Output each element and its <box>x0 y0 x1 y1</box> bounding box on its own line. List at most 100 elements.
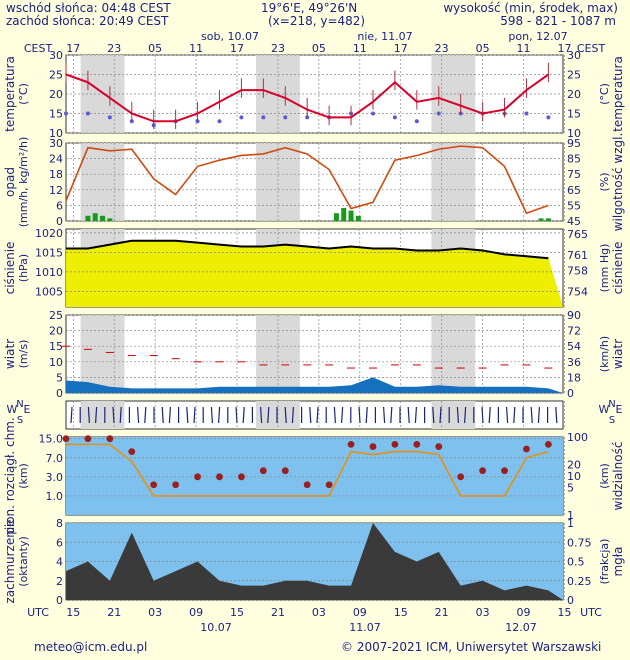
wind-direction-arrow <box>267 406 270 424</box>
cloud-base-mark <box>391 440 399 448</box>
wind-direction-arrow <box>161 406 164 424</box>
top-hour-label: 23 <box>435 42 449 55</box>
temperature-ytick-right: 15 <box>567 108 581 121</box>
bottom-hour-label: 09 <box>189 606 203 619</box>
precipitation-bar <box>333 213 339 221</box>
wind-direction-arrow <box>530 406 533 424</box>
wind-direction-arrow <box>119 406 122 424</box>
wind-ytick-right: 90 <box>567 309 581 322</box>
wind-direction-arrow <box>341 406 344 424</box>
wind-left-title: wiatr <box>3 339 17 369</box>
precip-ytick-right: 55 <box>567 199 581 212</box>
wind-panel-frame <box>65 314 564 394</box>
bottom-hour-label: 03 <box>148 606 162 619</box>
footer-email[interactable]: meteo@icm.edu.pl <box>34 640 148 654</box>
top-hour-label: 11 <box>353 42 367 55</box>
wind-direction-arrow <box>260 406 263 424</box>
wind-direction-arrow <box>432 406 435 424</box>
precip-ytick-left: 6 <box>56 199 63 212</box>
clouds-right-title: mgła <box>611 546 625 576</box>
cloud-base-mark <box>544 440 552 448</box>
bottom-hour-label: 15 <box>66 606 80 619</box>
temperature-ytick-left: 25 <box>49 69 63 82</box>
wind-direction-arrow <box>235 406 238 424</box>
bottom-hour-label: 15 <box>230 606 244 619</box>
wind-ytick-left: 10 <box>49 356 63 369</box>
cloud-base-mark <box>325 481 333 489</box>
precip-ytick-left: 30 <box>49 137 63 150</box>
top-tz-label: CEST <box>24 42 53 55</box>
temperature-ytick-left: 30 <box>49 49 63 62</box>
dew-point-mark <box>85 111 90 116</box>
precip-right-title: wilgotność wzgl. <box>611 133 625 232</box>
compass-s-right: S <box>609 415 615 426</box>
temperature-right-title: temperatura <box>611 56 625 132</box>
temperature-ytick-left: 10 <box>49 127 63 140</box>
precip-ytick-left: 24 <box>49 153 63 166</box>
clouds-ytick-right: 0.25 <box>567 575 592 588</box>
visibility-ytick-left: 3.0 <box>46 471 64 484</box>
wind-night-band <box>431 315 476 393</box>
cloud-base-mark <box>479 467 487 475</box>
dew-point-mark <box>392 115 397 120</box>
precip-ytick-left: 0 <box>56 215 63 228</box>
precip-ytick-right: 65 <box>567 184 581 197</box>
dew-point-mark <box>436 111 441 116</box>
precip-ytick-left: 12 <box>49 184 63 197</box>
wind-direction-arrow <box>537 406 540 424</box>
wind-ytick-left: 0 <box>56 387 63 400</box>
wind-direction-arrow <box>555 406 558 424</box>
bottom-date-label: 10.07 <box>200 621 232 634</box>
temperature-ytick-right: 10 <box>567 127 581 140</box>
precip-ytick-right: 95 <box>567 137 581 150</box>
precip-ytick-right: 45 <box>567 215 581 228</box>
visibility-left-unit: (km) <box>17 463 30 489</box>
visibility-left-title: pion. rozciągł. chm. <box>3 417 17 535</box>
precipitation-bar <box>100 215 106 221</box>
wind-direction-arrow <box>414 406 417 424</box>
dew-point-mark <box>283 115 288 120</box>
dew-point-mark <box>239 115 244 120</box>
visibility-ytick-right: 5 <box>567 482 574 495</box>
precip-ytick-left: 18 <box>49 168 63 181</box>
cloud-base-mark <box>150 481 158 489</box>
precip-panel-frame <box>65 142 564 222</box>
top-day-label: sob, 10.07 <box>201 30 259 43</box>
wind-direction-arrow <box>193 406 196 424</box>
top-hour-label: 23 <box>271 42 285 55</box>
temperature-ytick-left: 15 <box>49 108 63 121</box>
bottom-hour-label: 21 <box>107 606 121 619</box>
precip-ytick-right: 75 <box>567 168 581 181</box>
wind-ytick-left: 15 <box>49 340 63 353</box>
compass-panel-frame <box>65 400 564 430</box>
precipitation-bar <box>85 215 91 221</box>
pressure-ytick-right: 758 <box>567 265 588 278</box>
cloud-base-mark <box>259 467 267 475</box>
precip-left-unit: (mm/h, kg/m²/h) <box>17 137 30 228</box>
pressure-ytick-left: 1005 <box>35 285 63 298</box>
bottom-tz-label-right: UTC <box>580 606 602 619</box>
wind-direction-arrow <box>407 406 410 424</box>
top-hour-label: 05 <box>476 42 490 55</box>
top-day-label: pon, 12.07 <box>508 30 567 43</box>
cloud-base-mark <box>281 467 289 475</box>
coords-text: 19°6'E, 49°26'N <box>261 1 358 15</box>
top-hour-label: 23 <box>107 42 121 55</box>
precip-right-unit: (%) <box>598 172 611 191</box>
clouds-ytick-left: 4 <box>56 556 63 569</box>
wind-direction-arrow <box>95 406 98 424</box>
precipitation-bar <box>348 210 354 221</box>
wind-ytick-right: 72 <box>567 325 581 338</box>
clouds-ytick-left: 6 <box>56 536 63 549</box>
bottom-hour-label: 21 <box>271 606 285 619</box>
temperature-left-unit: (°C) <box>17 83 30 105</box>
grid-text: (x=218, y=482) <box>268 14 366 28</box>
bottom-hour-label: 21 <box>435 606 449 619</box>
wind-direction-arrow <box>333 406 336 424</box>
cloud-base-mark <box>62 435 70 443</box>
visibility-ytick-left: 7.0 <box>46 452 64 465</box>
visibility-line <box>66 443 549 497</box>
clouds-left-title: zachmurzenie <box>3 519 17 603</box>
wind-direction-arrow <box>87 406 90 424</box>
